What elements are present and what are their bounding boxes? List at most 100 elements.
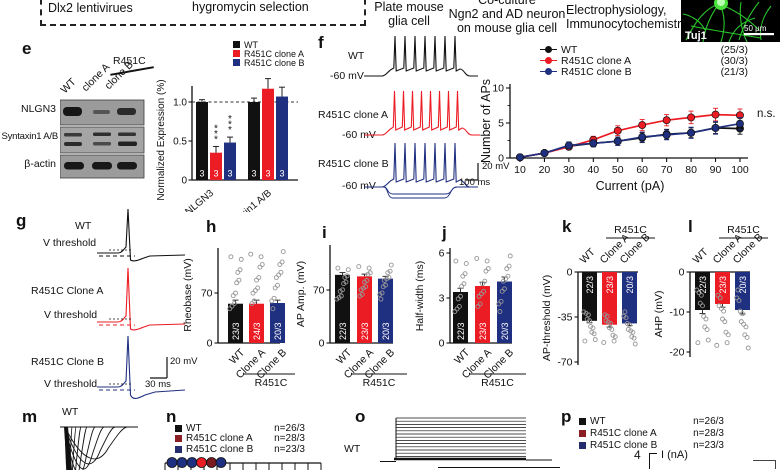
svg-text:Current (pA): Current (pA)	[596, 179, 665, 193]
svg-text:3: 3	[265, 169, 270, 179]
f-scale-v-label: 20 mV	[482, 161, 510, 172]
svg-text:20/3: 20/3	[273, 322, 283, 340]
blot-lane-group-label: R451C	[113, 55, 146, 67]
workflow-step-dlx2: Dlx2 lentivirues	[48, 1, 133, 15]
square-marker-icon	[233, 41, 240, 48]
g-trace-label-wt: WT	[75, 220, 92, 232]
panel-e-letter: e	[22, 39, 32, 58]
square-marker-icon	[579, 429, 586, 437]
f-trace-label-wt: WT	[348, 50, 365, 62]
tuj1-label: Tuj1	[685, 30, 707, 42]
svg-text:22/3: 22/3	[585, 276, 595, 294]
workflow-step-plate: Plate mouse glia cell	[374, 0, 444, 28]
panel-o-traces	[380, 417, 560, 468]
svg-text:3: 3	[279, 169, 284, 179]
svg-text:10: 10	[514, 164, 526, 176]
svg-text:20/3: 20/3	[381, 322, 391, 340]
g-scale-v-label: 20 mV	[170, 356, 198, 367]
svg-text:0: 0	[439, 338, 445, 350]
f-trace-vm-wt: -60 mV	[330, 70, 364, 82]
svg-text:WT: WT	[691, 246, 711, 266]
svg-text:40: 40	[587, 164, 599, 176]
svg-text:3: 3	[439, 293, 445, 305]
f-ns-annotation: n.s.	[757, 108, 776, 120]
svg-text:70: 70	[201, 288, 213, 300]
svg-text:22/3: 22/3	[338, 322, 348, 340]
svg-text:Syntaxin1 A/B: Syntaxin1 A/B	[219, 188, 274, 212]
panel-n-plot-top	[164, 457, 322, 470]
cutoff-plot-corner	[753, 460, 776, 469]
svg-text:0: 0	[207, 338, 213, 350]
square-marker-icon	[233, 59, 240, 66]
legend-item-wt: WT	[233, 40, 323, 50]
panel-j-letter: j	[442, 223, 447, 242]
soma-core	[717, 0, 725, 6]
svg-text:*: *	[228, 120, 232, 131]
workflow-step-coculture: Co-culture Ngn2 and AD neuron on mouse g…	[448, 0, 566, 35]
svg-text:20/3: 20/3	[738, 276, 748, 294]
svg-text:3: 3	[251, 169, 256, 179]
panel-g-traces	[97, 208, 186, 399]
svg-text:20: 20	[539, 164, 551, 176]
scale-bar-label: 50 µm	[744, 24, 767, 33]
tuj1-micrograph: Tuj1 50 µm	[681, 0, 780, 42]
g-trace-label-clone-a: R451C Clone A	[31, 285, 104, 297]
panel-f-letter: f	[318, 33, 324, 52]
square-marker-icon	[175, 445, 182, 453]
blot-row-label-actin: β-actin	[24, 158, 56, 170]
svg-text:R451C: R451C	[614, 224, 647, 236]
blot-row-label-syntaxin: Syntaxin1 A/B	[1, 131, 58, 142]
svg-text:*: *	[228, 125, 232, 136]
legend-item-wt: WT n=26/3	[579, 415, 724, 427]
svg-text:10: 10	[492, 83, 504, 95]
svg-text:Normalized Expression (%): Normalized Expression (%)	[156, 79, 167, 200]
blot-bands	[63, 107, 137, 170]
workflow-step-hygromycin: hygromycin selection	[192, 0, 309, 14]
svg-text:50: 50	[612, 164, 624, 176]
svg-text:AHP (mV): AHP (mV)	[653, 290, 665, 337]
line-marker-icon	[540, 57, 557, 65]
svg-text:Half-width (ms): Half-width (ms)	[414, 261, 426, 332]
square-marker-icon	[579, 417, 586, 425]
panel-p-letter: p	[561, 407, 572, 426]
svg-text:22/3: 22/3	[698, 276, 708, 294]
svg-text:0: 0	[679, 267, 685, 279]
g-threshold-label-wt: V threshold	[43, 237, 97, 249]
legend-item-clone-b: R451C clone B (21/3)	[540, 66, 748, 78]
svg-text:AP Amp. (mV): AP Amp. (mV)	[295, 261, 307, 327]
western-blot	[60, 99, 145, 179]
workflow-step-ephys: Electrophysiology, Immunocytochemistry	[566, 3, 688, 31]
svg-text:0.5: 0.5	[173, 137, 187, 148]
workflow-dashed-box	[40, 0, 366, 26]
legend-item-clone-a: R451C clone A	[233, 49, 323, 59]
svg-text:0: 0	[567, 267, 573, 279]
svg-text:6: 6	[439, 248, 445, 260]
square-marker-icon	[233, 50, 240, 57]
svg-text:5: 5	[498, 118, 504, 130]
panel-f-traces	[364, 35, 480, 199]
svg-text:*: *	[214, 134, 218, 145]
blot-lane-label-wt: WT	[58, 75, 79, 96]
panel-m-traces	[60, 426, 138, 470]
f-scale-h-label: 100 ms	[459, 177, 491, 188]
legend-item-clone-a: R451C clone A (30/3)	[540, 55, 748, 67]
svg-text:23/3: 23/3	[718, 276, 728, 294]
p-scale-axis-label: I (nA)	[661, 449, 688, 461]
blot-row-label-nlgn3: NLGN3	[20, 103, 56, 115]
svg-text:23/3: 23/3	[478, 322, 488, 340]
svg-text:22/3: 22/3	[456, 322, 466, 340]
svg-text:0: 0	[181, 176, 187, 187]
svg-text:1.0: 1.0	[173, 98, 187, 109]
panel-e-legend: WT R451C clone A R451C clone B	[233, 40, 323, 68]
svg-text:30: 30	[563, 164, 575, 176]
svg-text:-35: -35	[557, 312, 572, 324]
neurite-web	[682, 1, 772, 42]
